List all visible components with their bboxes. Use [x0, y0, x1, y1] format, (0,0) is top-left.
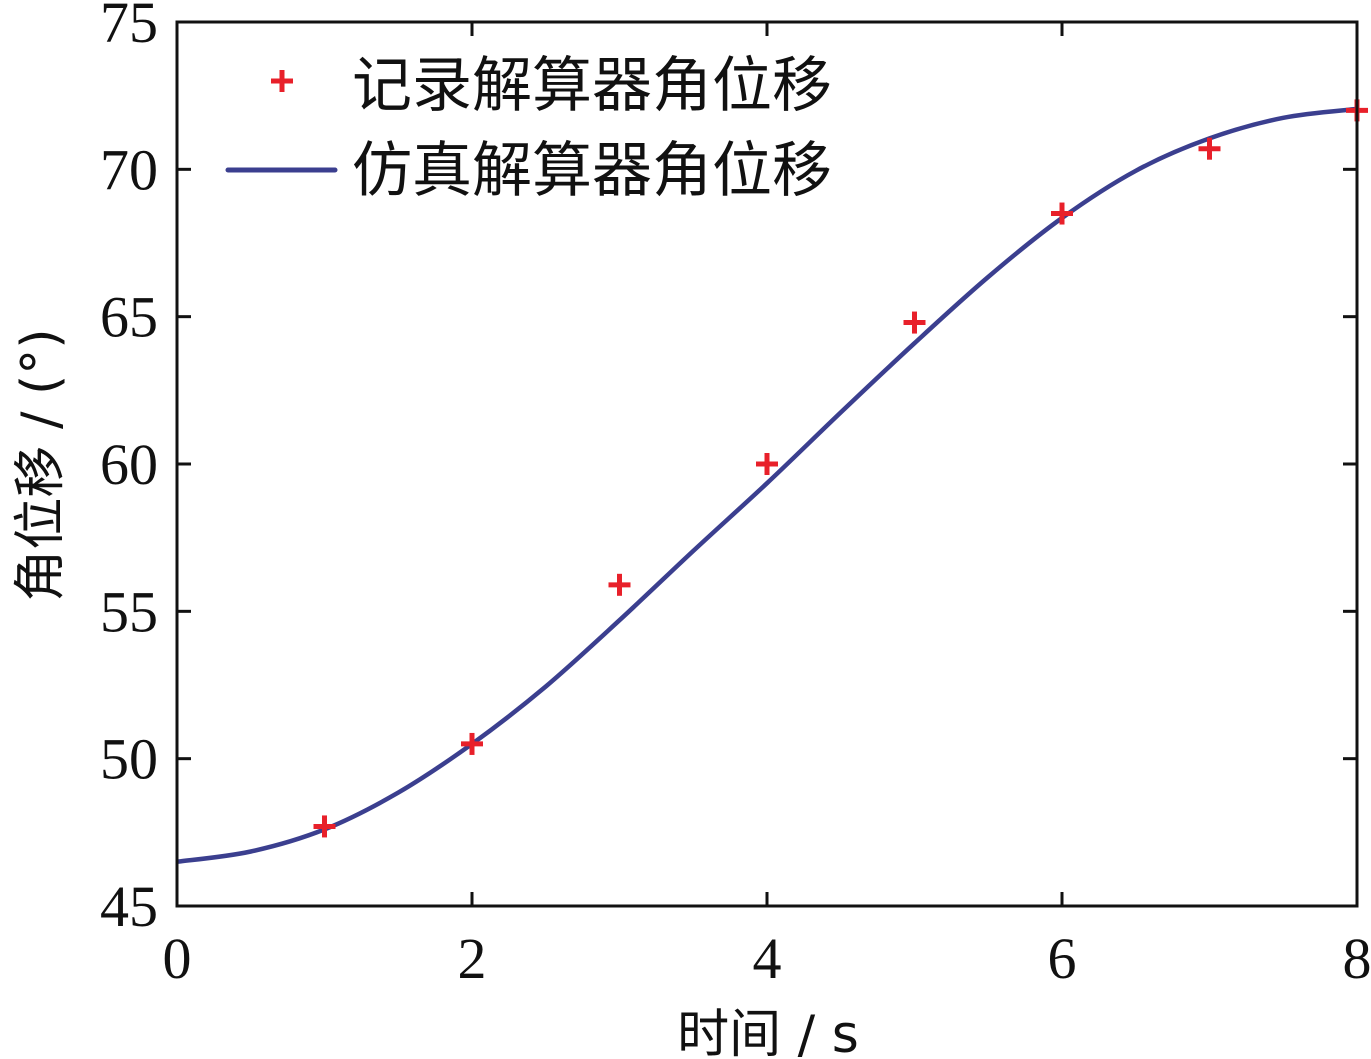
y-tick-label: 60 [100, 432, 158, 497]
legend-label-recorded: 记录解算器角位移 [352, 51, 832, 121]
legend-item-recorded: 记录解算器角位移 [271, 51, 832, 121]
simulated-series-line [176, 106, 1358, 865]
y-tick-label: 75 [100, 0, 158, 55]
recorded-data-point [1198, 137, 1221, 160]
y-tick-label: 65 [100, 285, 158, 350]
recorded-data-point [461, 732, 483, 755]
axes-layer: 0 2 4 6 8 45 50 55 60 65 70 75 [100, 0, 1371, 991]
x-tick-label: 0 [163, 926, 192, 991]
recorded-data-point [608, 573, 631, 596]
marker-layer [313, 99, 1368, 838]
recorded-data-point [903, 311, 926, 334]
recorded-data-point [1051, 202, 1073, 225]
legend-item-simulated: 仿真解算器角位移 [225, 136, 832, 206]
legend-label-simulated: 仿真解算器角位移 [352, 136, 832, 206]
x-tick-label: 2 [458, 926, 487, 991]
y-tick-label: 55 [100, 579, 158, 644]
y-tick-label: 50 [100, 727, 158, 792]
x-axis-title: 时间 / s [677, 1005, 859, 1059]
x-tick-label: 6 [1048, 926, 1077, 991]
legend: 记录解算器角位移 仿真解算器角位移 [225, 51, 832, 206]
recorded-data-point [756, 453, 778, 475]
fit-line-layer [176, 106, 1358, 865]
x-tick-label: 8 [1343, 926, 1371, 991]
recorded-data-point [313, 815, 336, 838]
x-tick-label: 4 [753, 926, 782, 991]
y-tick-label: 45 [100, 874, 158, 939]
legend-plus-marker [271, 70, 293, 92]
y-axis-title: 角位移 / (°) [11, 328, 71, 601]
legend-marker-symbol [271, 70, 293, 92]
y-tick-label: 70 [100, 137, 158, 202]
